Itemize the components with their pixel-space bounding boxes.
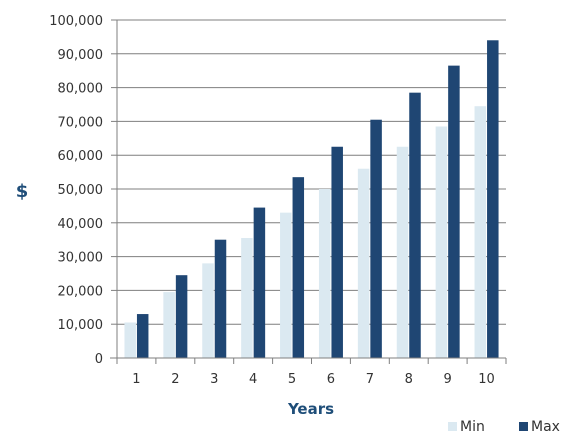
bar-min-year-3 — [202, 263, 214, 358]
y-tick-label: 70,000 — [58, 115, 104, 130]
bar-min-year-2 — [163, 292, 175, 358]
bar-max-year-1 — [136, 314, 149, 358]
y-tick-label: 40,000 — [58, 217, 104, 232]
y-tick-label: 50,000 — [58, 183, 104, 198]
x-tick-label: 8 — [405, 372, 413, 387]
x-tick-label: 2 — [171, 372, 179, 387]
bar-min-year-6 — [318, 189, 331, 358]
bar-max-year-4 — [253, 207, 266, 358]
gridlines — [117, 19, 506, 325]
bar-max-year-7 — [370, 119, 382, 359]
x-tick-label: 7 — [366, 372, 374, 387]
bars — [124, 40, 499, 359]
y-tick-label: 0 — [95, 352, 103, 367]
bar-max-year-10 — [487, 40, 499, 358]
x-tick-label: 1 — [132, 372, 140, 387]
legend-swatch-max — [519, 422, 528, 431]
x-tick-label: 5 — [288, 372, 296, 387]
bar-min-year-4 — [241, 238, 253, 358]
x-tick-label: 4 — [249, 372, 257, 387]
x-tick-label: 6 — [327, 372, 335, 387]
y-tick-label: 80,000 — [58, 82, 104, 97]
bar-max-year-6 — [331, 146, 343, 358]
bar-max-year-3 — [214, 239, 227, 358]
bar-min-year-7 — [357, 168, 370, 358]
y-tick-label: 60,000 — [58, 149, 104, 164]
y-tick-label: 30,000 — [58, 251, 104, 266]
y-tick-label: 20,000 — [58, 284, 104, 299]
legend-label-min: Min — [460, 419, 485, 435]
axes — [110, 19, 507, 364]
legend: Min Max — [448, 419, 560, 435]
bar-max-year-8 — [409, 92, 421, 359]
bar-max-year-2 — [175, 275, 188, 358]
x-axis-title: Years — [287, 400, 334, 418]
y-tick-label: 90,000 — [58, 48, 104, 63]
y-tick-label: 100,000 — [49, 14, 103, 29]
bar-min-year-9 — [435, 126, 448, 358]
y-tick-label: 10,000 — [58, 318, 104, 333]
bar-max-year-9 — [448, 65, 460, 358]
bar-min-year-8 — [396, 146, 409, 358]
y-tick-labels: 0 10,000 20,000 30,000 40,000 50,000 60,000 70,… — [49, 14, 103, 367]
bar-min-year-1 — [124, 322, 136, 358]
legend-swatch-min — [448, 422, 457, 431]
bar-min-year-5 — [280, 212, 292, 358]
legend-label-max: Max — [531, 419, 560, 435]
bar-max-year-5 — [292, 177, 305, 358]
x-tick-label: 10 — [478, 372, 495, 387]
x-tick-labels: 1 2 3 4 5 6 7 8 9 10 — [132, 372, 495, 387]
x-tick-label: 3 — [210, 372, 218, 387]
bar-min-year-10 — [474, 106, 487, 358]
x-tick-label: 9 — [444, 372, 452, 387]
y-axis-title: $ — [16, 181, 29, 202]
